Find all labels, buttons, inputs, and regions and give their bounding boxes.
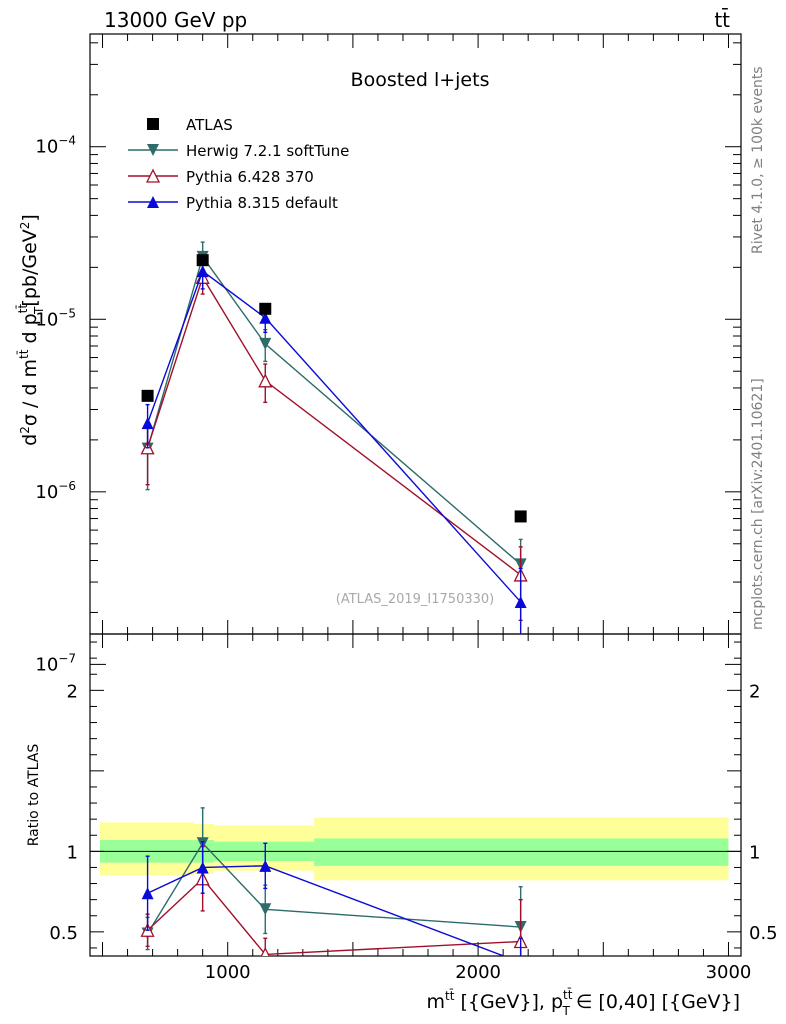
ratio-series-group [140,807,528,968]
series-herwig [141,807,527,956]
svg-text:mtt̄ [{GeV}], ptt̄T ∈ [0,40] [: mtt̄ [{GeV}], ptt̄ T ∈ [0,40] [{GeV}] [426,988,740,1018]
line-pythia8 [146,270,522,603]
legend-marker-pythia8 [147,196,159,208]
x-tick-label-2: 3000 [706,962,752,983]
point-pythia6-2 [260,946,270,956]
analysis-label: (ATLAS_2019_I1750330) [336,592,494,607]
legend-label-pythia6: Pythia 6.428 370 [186,168,314,186]
ratio-y-tick-label-right-1: 1 [749,842,760,863]
point-pythia8-3 [514,595,527,608]
point-pythia8-0 [141,887,154,900]
source-label: mcplots.cern.ch [arXiv:2401.10621] [750,378,766,630]
ratio-y-axis-label: Ratio to ATLAS [26,744,42,847]
line-herwig [146,842,521,934]
point-pythia8-0 [141,417,154,430]
point-pythia8-2 [259,311,272,324]
ratio-y-tick-label-right-0: 0.5 [749,923,778,944]
point-pythia8-2 [259,859,272,872]
rivet-label: Rivet 4.1.0, ≥ 100k events [750,66,766,254]
legend-label-herwig: Herwig 7.2.1 softTune [186,142,349,160]
y-tick-label-0: 10−7 [35,651,76,675]
main-y-ticks: 10−7 10−6 10−5 10−4 [35,42,741,675]
series-herwig [141,241,527,578]
point-atlas-3 [514,510,527,523]
x-tick-label-1: 2000 [455,962,501,983]
line-pythia8 [147,865,506,956]
x-tick-label-0: 1000 [205,962,251,983]
point-atlas-2 [259,302,272,315]
band-inner-3 [314,838,729,866]
series-atlas [141,254,527,523]
chart-title: Boosted l+jets [351,69,490,91]
y-tick-label-1: 10−6 [35,479,76,503]
ratio-ticks: 0.5 0.5 1 1 2 2 [49,641,778,949]
legend: ATLAS Herwig 7.2.1 softTune Pythia 6.428… [128,116,349,212]
point-pythia8-1 [196,861,209,874]
ratio-y-tick-label-left-2: 2 [67,681,78,702]
point-pythia6-2 [258,373,273,388]
svg-text:d2σ / d mtt̄ d ptt̄T[pb/GeV2]: d2σ / d mtt̄ d ptt̄ T[pb/GeV2] [16,214,46,446]
main-y-axis-label: d2σ / d mtt̄ d ptt̄ T[pb/GeV2] [16,214,46,446]
process-label: tt̄ [714,7,730,32]
point-atlas-1 [196,254,209,267]
legend-marker-herwig [147,144,159,156]
point-pythia8-3 [515,956,527,968]
line-pythia6 [147,877,521,956]
x-axis-label: mtt̄ [{GeV}], ptt̄ T ∈ [0,40] [{GeV}] [426,988,740,1018]
legend-marker-atlas [147,118,159,130]
line-pythia6 [146,275,522,576]
series-pythia6 [140,262,528,622]
legend-label-pythia8: Pythia 8.315 default [186,194,338,212]
collision-label: 13000 GeV pp [104,8,247,32]
ratio-panel-frame [89,633,742,957]
legend-label-atlas: ATLAS [186,116,233,134]
ratio-y-tick-label-left-0: 0.5 [49,923,78,944]
series-pythia8 [141,840,527,968]
ratio-y-tick-label-left-1: 1 [67,842,78,863]
legend-marker-pythia6 [145,168,161,183]
y-tick-label-2: 10−5 [35,306,76,330]
line-herwig [146,255,522,565]
main-x-ticks: 1000 2000 3000 [102,34,752,983]
ratio-y-tick-label-right-2: 2 [749,681,760,702]
point-atlas-0 [141,389,154,402]
main-series-group [140,241,528,634]
y-tick-label-3: 10−4 [35,134,76,158]
point-pythia8-1 [196,265,209,278]
point-herwig-2 [259,337,272,350]
point-herwig-2 [259,903,272,916]
